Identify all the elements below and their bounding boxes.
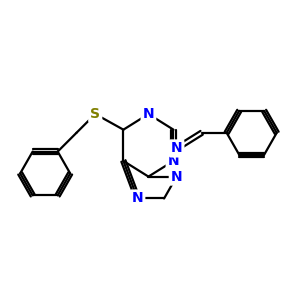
Text: N: N — [142, 107, 154, 121]
Text: N: N — [171, 169, 182, 184]
Text: N: N — [132, 191, 143, 206]
Text: N: N — [171, 141, 182, 155]
Text: N: N — [168, 154, 179, 168]
Text: S: S — [90, 107, 100, 121]
